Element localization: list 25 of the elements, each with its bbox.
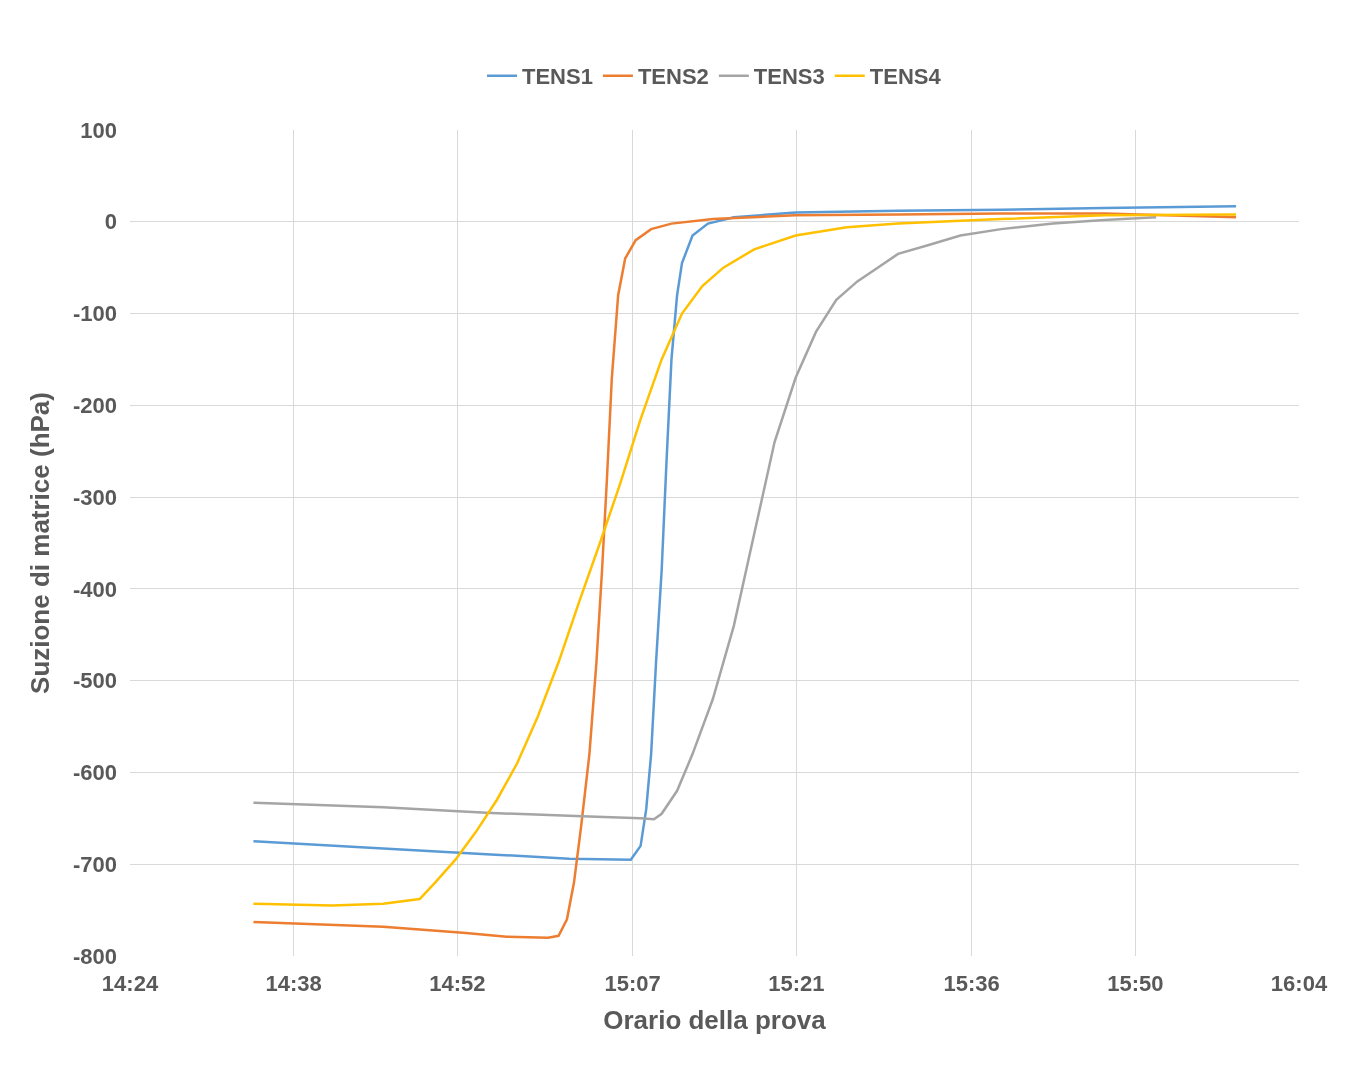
x-tick-label: 14:38 [265, 971, 322, 996]
y-tick-label: -200 [72, 393, 117, 419]
y-tick-label: -600 [72, 760, 117, 786]
x-tick-label: 15:50 [1107, 971, 1164, 996]
line-series [252, 215, 1158, 821]
y-tick-label: -300 [72, 484, 117, 510]
y-tick-label: -400 [72, 576, 117, 602]
y-tick-label: 100 [80, 117, 117, 143]
y-tick-label: -800 [72, 943, 117, 969]
x-axis-title: Orario della prova [603, 1004, 827, 1035]
legend-label: TENS4 [869, 64, 942, 90]
y-tick-label: -700 [72, 851, 117, 877]
y-tick-label: -500 [72, 668, 117, 694]
legend-label: TENS2 [637, 64, 709, 90]
legend-label: TENS1 [522, 64, 593, 90]
legend-label: TENS3 [753, 64, 825, 90]
x-tick-label: 14:52 [429, 971, 486, 996]
x-tick-label: 14:24 [101, 971, 159, 996]
y-axis-title: Suzione di matrice (hPa) [25, 392, 56, 694]
y-tick-label: 0 [104, 209, 117, 235]
x-tick-label: 16:04 [1270, 971, 1328, 996]
x-tick-label: 15:21 [768, 971, 825, 996]
x-tick-label: 15:07 [604, 971, 661, 996]
y-tick-label: -100 [72, 301, 117, 327]
x-tick-label: 15:36 [943, 971, 1000, 996]
